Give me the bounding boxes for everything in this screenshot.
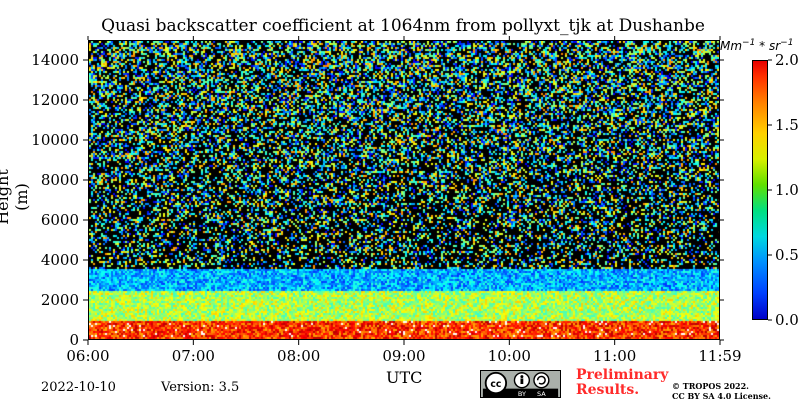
copyright-line-1: © TROPOS 2022. xyxy=(672,381,749,391)
colorbar-tick-label: 0.5 xyxy=(775,246,799,264)
chart-title: Quasi backscatter coefficient at 1064nm … xyxy=(101,16,705,36)
date-label: 2022-10-10 xyxy=(41,380,116,395)
colorbar xyxy=(752,60,768,320)
colorbar-unit: Mm−1 * sr−1 xyxy=(720,38,794,53)
version-label: Version: 3.5 xyxy=(161,380,240,395)
by-text: BY xyxy=(518,390,526,398)
y-tick-label: 8000 xyxy=(41,171,79,189)
y-tick-label: 4000 xyxy=(41,251,79,269)
sa-text: SA xyxy=(537,390,546,398)
x-axis-label: UTC xyxy=(386,368,423,387)
y-tick-label: 2000 xyxy=(41,291,79,309)
x-tick-label: 10:00 xyxy=(488,347,531,365)
x-tick-label: 09:00 xyxy=(382,347,425,365)
colorbar-tick-label: 1.0 xyxy=(775,181,799,199)
copyright-notice: © TROPOS 2022. CC BY SA 4.0 License. xyxy=(672,381,771,401)
plot-area xyxy=(88,40,720,340)
x-tick-label: 06:00 xyxy=(66,347,109,365)
preliminary-line-2: Results. xyxy=(576,382,640,398)
colorbar-tick-label: 2.0 xyxy=(775,51,799,69)
copyright-line-2: CC BY SA 4.0 License. xyxy=(672,391,771,401)
y-tick-label: 10000 xyxy=(31,131,79,149)
x-tick-label: 08:00 xyxy=(277,347,320,365)
backscatter-heatmap xyxy=(89,41,719,339)
x-tick-label: 11:00 xyxy=(593,347,636,365)
preliminary-line-1: Preliminary xyxy=(576,367,669,383)
cc-icon xyxy=(484,371,508,395)
preliminary-notice: Preliminary Results. xyxy=(576,368,668,398)
y-tick-label: 14000 xyxy=(31,51,79,69)
colorbar-tick-label: 0.0 xyxy=(775,311,799,329)
x-tick-label: 07:00 xyxy=(172,347,215,365)
y-axis-label: Height (m) xyxy=(0,169,31,225)
cc-text: cc xyxy=(490,379,501,390)
colorbar-tick-label: 1.5 xyxy=(775,116,799,134)
y-tick-label: 0 xyxy=(69,331,79,349)
y-tick-label: 12000 xyxy=(31,91,79,109)
y-tick-label: 6000 xyxy=(41,211,79,229)
x-tick-label: 11:59 xyxy=(698,347,741,365)
cc-license-badge: cc BY SA xyxy=(480,370,561,398)
sa-icon xyxy=(533,372,550,389)
